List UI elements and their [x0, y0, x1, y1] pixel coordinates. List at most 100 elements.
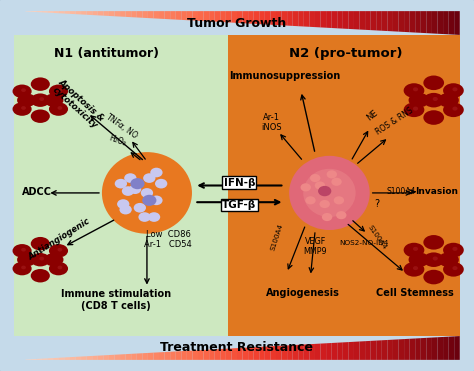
Polygon shape: [192, 11, 198, 21]
Ellipse shape: [12, 102, 32, 116]
Polygon shape: [42, 358, 47, 360]
Ellipse shape: [443, 83, 464, 98]
Polygon shape: [454, 336, 460, 360]
Polygon shape: [382, 11, 387, 31]
Polygon shape: [25, 11, 31, 12]
Polygon shape: [203, 11, 209, 22]
Polygon shape: [114, 11, 120, 17]
Circle shape: [452, 87, 457, 91]
Polygon shape: [64, 357, 70, 360]
Polygon shape: [393, 339, 399, 360]
Polygon shape: [348, 11, 354, 29]
Ellipse shape: [423, 93, 444, 108]
Circle shape: [327, 170, 337, 178]
Circle shape: [122, 186, 134, 196]
Circle shape: [117, 199, 129, 209]
Circle shape: [310, 174, 320, 182]
Circle shape: [413, 266, 418, 270]
Polygon shape: [298, 11, 304, 26]
Text: Immune stimulation
(CD8 T cells): Immune stimulation (CD8 T cells): [61, 289, 171, 311]
Polygon shape: [53, 358, 59, 360]
Ellipse shape: [49, 85, 68, 98]
Polygon shape: [59, 11, 64, 13]
Polygon shape: [387, 340, 393, 360]
Ellipse shape: [443, 262, 464, 277]
Polygon shape: [315, 11, 320, 27]
Polygon shape: [142, 353, 148, 360]
Polygon shape: [148, 352, 154, 360]
Circle shape: [336, 211, 346, 219]
Polygon shape: [137, 353, 142, 360]
Polygon shape: [304, 344, 310, 360]
Circle shape: [452, 106, 457, 111]
Text: S100A4: S100A4: [366, 224, 387, 251]
Polygon shape: [209, 11, 215, 22]
Polygon shape: [231, 11, 237, 23]
Polygon shape: [226, 348, 231, 360]
Circle shape: [315, 181, 325, 190]
Text: Low  CD86
Ar-1   CD54: Low CD86 Ar-1 CD54: [145, 230, 192, 249]
Ellipse shape: [49, 262, 68, 275]
Ellipse shape: [404, 262, 424, 277]
Circle shape: [150, 168, 163, 177]
Ellipse shape: [31, 253, 50, 266]
Polygon shape: [410, 11, 415, 33]
Polygon shape: [198, 11, 203, 21]
Polygon shape: [237, 348, 243, 360]
Polygon shape: [126, 354, 131, 360]
Circle shape: [57, 106, 62, 110]
Polygon shape: [259, 11, 265, 24]
Polygon shape: [192, 350, 198, 360]
Polygon shape: [25, 359, 31, 360]
Polygon shape: [265, 346, 270, 360]
Ellipse shape: [404, 243, 424, 257]
Polygon shape: [59, 358, 64, 360]
Text: Treatment Resistance: Treatment Resistance: [161, 341, 313, 355]
Circle shape: [150, 196, 163, 205]
Polygon shape: [448, 11, 454, 35]
Polygon shape: [265, 11, 270, 25]
Polygon shape: [365, 11, 371, 30]
Circle shape: [57, 248, 62, 252]
Circle shape: [141, 188, 153, 198]
Polygon shape: [270, 346, 276, 360]
Polygon shape: [159, 352, 164, 360]
Ellipse shape: [423, 110, 444, 125]
Circle shape: [413, 106, 418, 111]
Text: VEGF
MMP9: VEGF MMP9: [303, 237, 327, 256]
Polygon shape: [292, 11, 298, 26]
Polygon shape: [276, 11, 282, 25]
Ellipse shape: [45, 253, 64, 266]
Text: N1 (antitumor): N1 (antitumor): [54, 47, 159, 60]
Polygon shape: [415, 11, 421, 33]
Ellipse shape: [17, 93, 36, 107]
Polygon shape: [270, 11, 276, 25]
Polygon shape: [276, 346, 282, 360]
Circle shape: [57, 266, 62, 269]
Text: ROS & RNS: ROS & RNS: [374, 106, 415, 137]
Polygon shape: [354, 341, 359, 360]
Circle shape: [21, 266, 26, 269]
Polygon shape: [42, 11, 47, 13]
Polygon shape: [170, 11, 176, 20]
Polygon shape: [142, 11, 148, 18]
Polygon shape: [348, 342, 354, 360]
Polygon shape: [310, 344, 315, 360]
Polygon shape: [282, 11, 287, 26]
Polygon shape: [448, 336, 454, 360]
Polygon shape: [164, 352, 170, 360]
Text: ?: ?: [374, 199, 379, 209]
Circle shape: [129, 184, 141, 194]
Polygon shape: [287, 11, 292, 26]
Polygon shape: [243, 348, 248, 360]
Ellipse shape: [438, 93, 459, 108]
Polygon shape: [371, 11, 376, 30]
Polygon shape: [209, 349, 215, 360]
Polygon shape: [75, 11, 81, 14]
Ellipse shape: [423, 270, 444, 284]
Polygon shape: [343, 11, 348, 29]
Polygon shape: [98, 355, 103, 360]
FancyBboxPatch shape: [14, 35, 228, 336]
Polygon shape: [81, 11, 87, 15]
Circle shape: [433, 97, 438, 101]
